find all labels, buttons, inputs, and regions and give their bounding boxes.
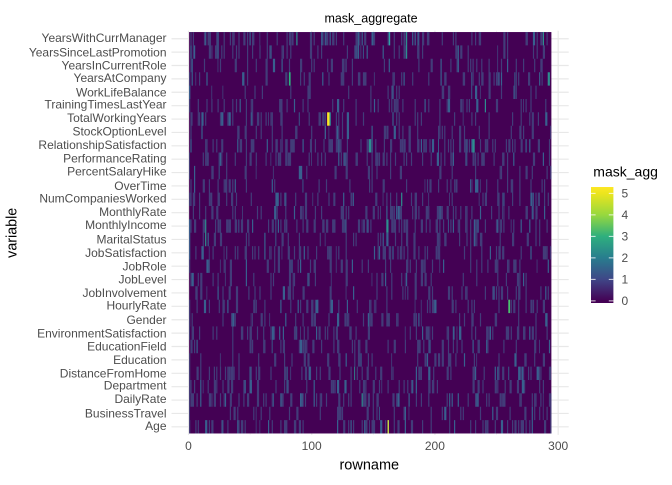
svg-text:JobSatisfaction: JobSatisfaction [85,246,166,260]
svg-text:DailyRate: DailyRate [114,392,166,406]
svg-text:1: 1 [622,273,629,287]
svg-text:mask_agg: mask_agg [593,164,658,180]
svg-text:PercentSalaryHike: PercentSalaryHike [67,165,167,179]
svg-text:rowname: rowname [339,458,399,474]
svg-text:0: 0 [185,439,192,453]
svg-text:WorkLifeBalance: WorkLifeBalance [76,85,167,99]
svg-text:variable: variable [5,208,21,258]
svg-text:Education: Education [113,353,166,367]
svg-text:YearsAtCompany: YearsAtCompany [74,71,167,85]
svg-text:100: 100 [302,439,322,453]
svg-text:YearsInCurrentRole: YearsInCurrentRole [62,59,167,73]
svg-text:YearsSinceLastPromotion: YearsSinceLastPromotion [29,45,167,59]
svg-text:RelationshipSatisfaction: RelationshipSatisfaction [38,138,166,152]
svg-text:EducationField: EducationField [87,340,166,354]
svg-text:NumCompaniesWorked: NumCompaniesWorked [39,191,166,205]
svg-text:BusinessTravel: BusinessTravel [85,407,167,421]
svg-text:300: 300 [548,439,568,453]
svg-text:4: 4 [622,208,629,222]
svg-text:mask_aggregate: mask_aggregate [324,12,417,26]
svg-text:200: 200 [425,439,445,453]
svg-text:StockOptionLevel: StockOptionLevel [72,125,166,139]
svg-text:3: 3 [622,230,629,244]
svg-text:Gender: Gender [126,313,166,327]
svg-text:2: 2 [622,251,629,265]
svg-text:DistanceFromHome: DistanceFromHome [60,366,167,380]
svg-text:PerformanceRating: PerformanceRating [63,151,166,165]
svg-text:JobRole: JobRole [122,259,166,273]
svg-text:JobLevel: JobLevel [118,273,166,287]
svg-text:MonthlyRate: MonthlyRate [99,205,167,219]
svg-text:MaritalStatus: MaritalStatus [96,233,166,247]
svg-text:0: 0 [622,294,629,308]
svg-text:HourlyRate: HourlyRate [106,299,166,313]
svg-text:TotalWorkingYears: TotalWorkingYears [67,111,166,125]
svg-text:JobInvolvement: JobInvolvement [82,286,167,300]
svg-text:OverTime: OverTime [114,179,167,193]
svg-text:Department: Department [104,379,167,393]
svg-text:5: 5 [622,187,629,201]
svg-text:MonthlyIncome: MonthlyIncome [85,218,167,232]
svg-text:Age: Age [145,419,167,433]
svg-text:EnvironmentSatisfaction: EnvironmentSatisfaction [37,326,166,340]
svg-text:TrainingTimesLastYear: TrainingTimesLastYear [44,98,166,112]
svg-text:YearsWithCurrManager: YearsWithCurrManager [42,31,167,45]
